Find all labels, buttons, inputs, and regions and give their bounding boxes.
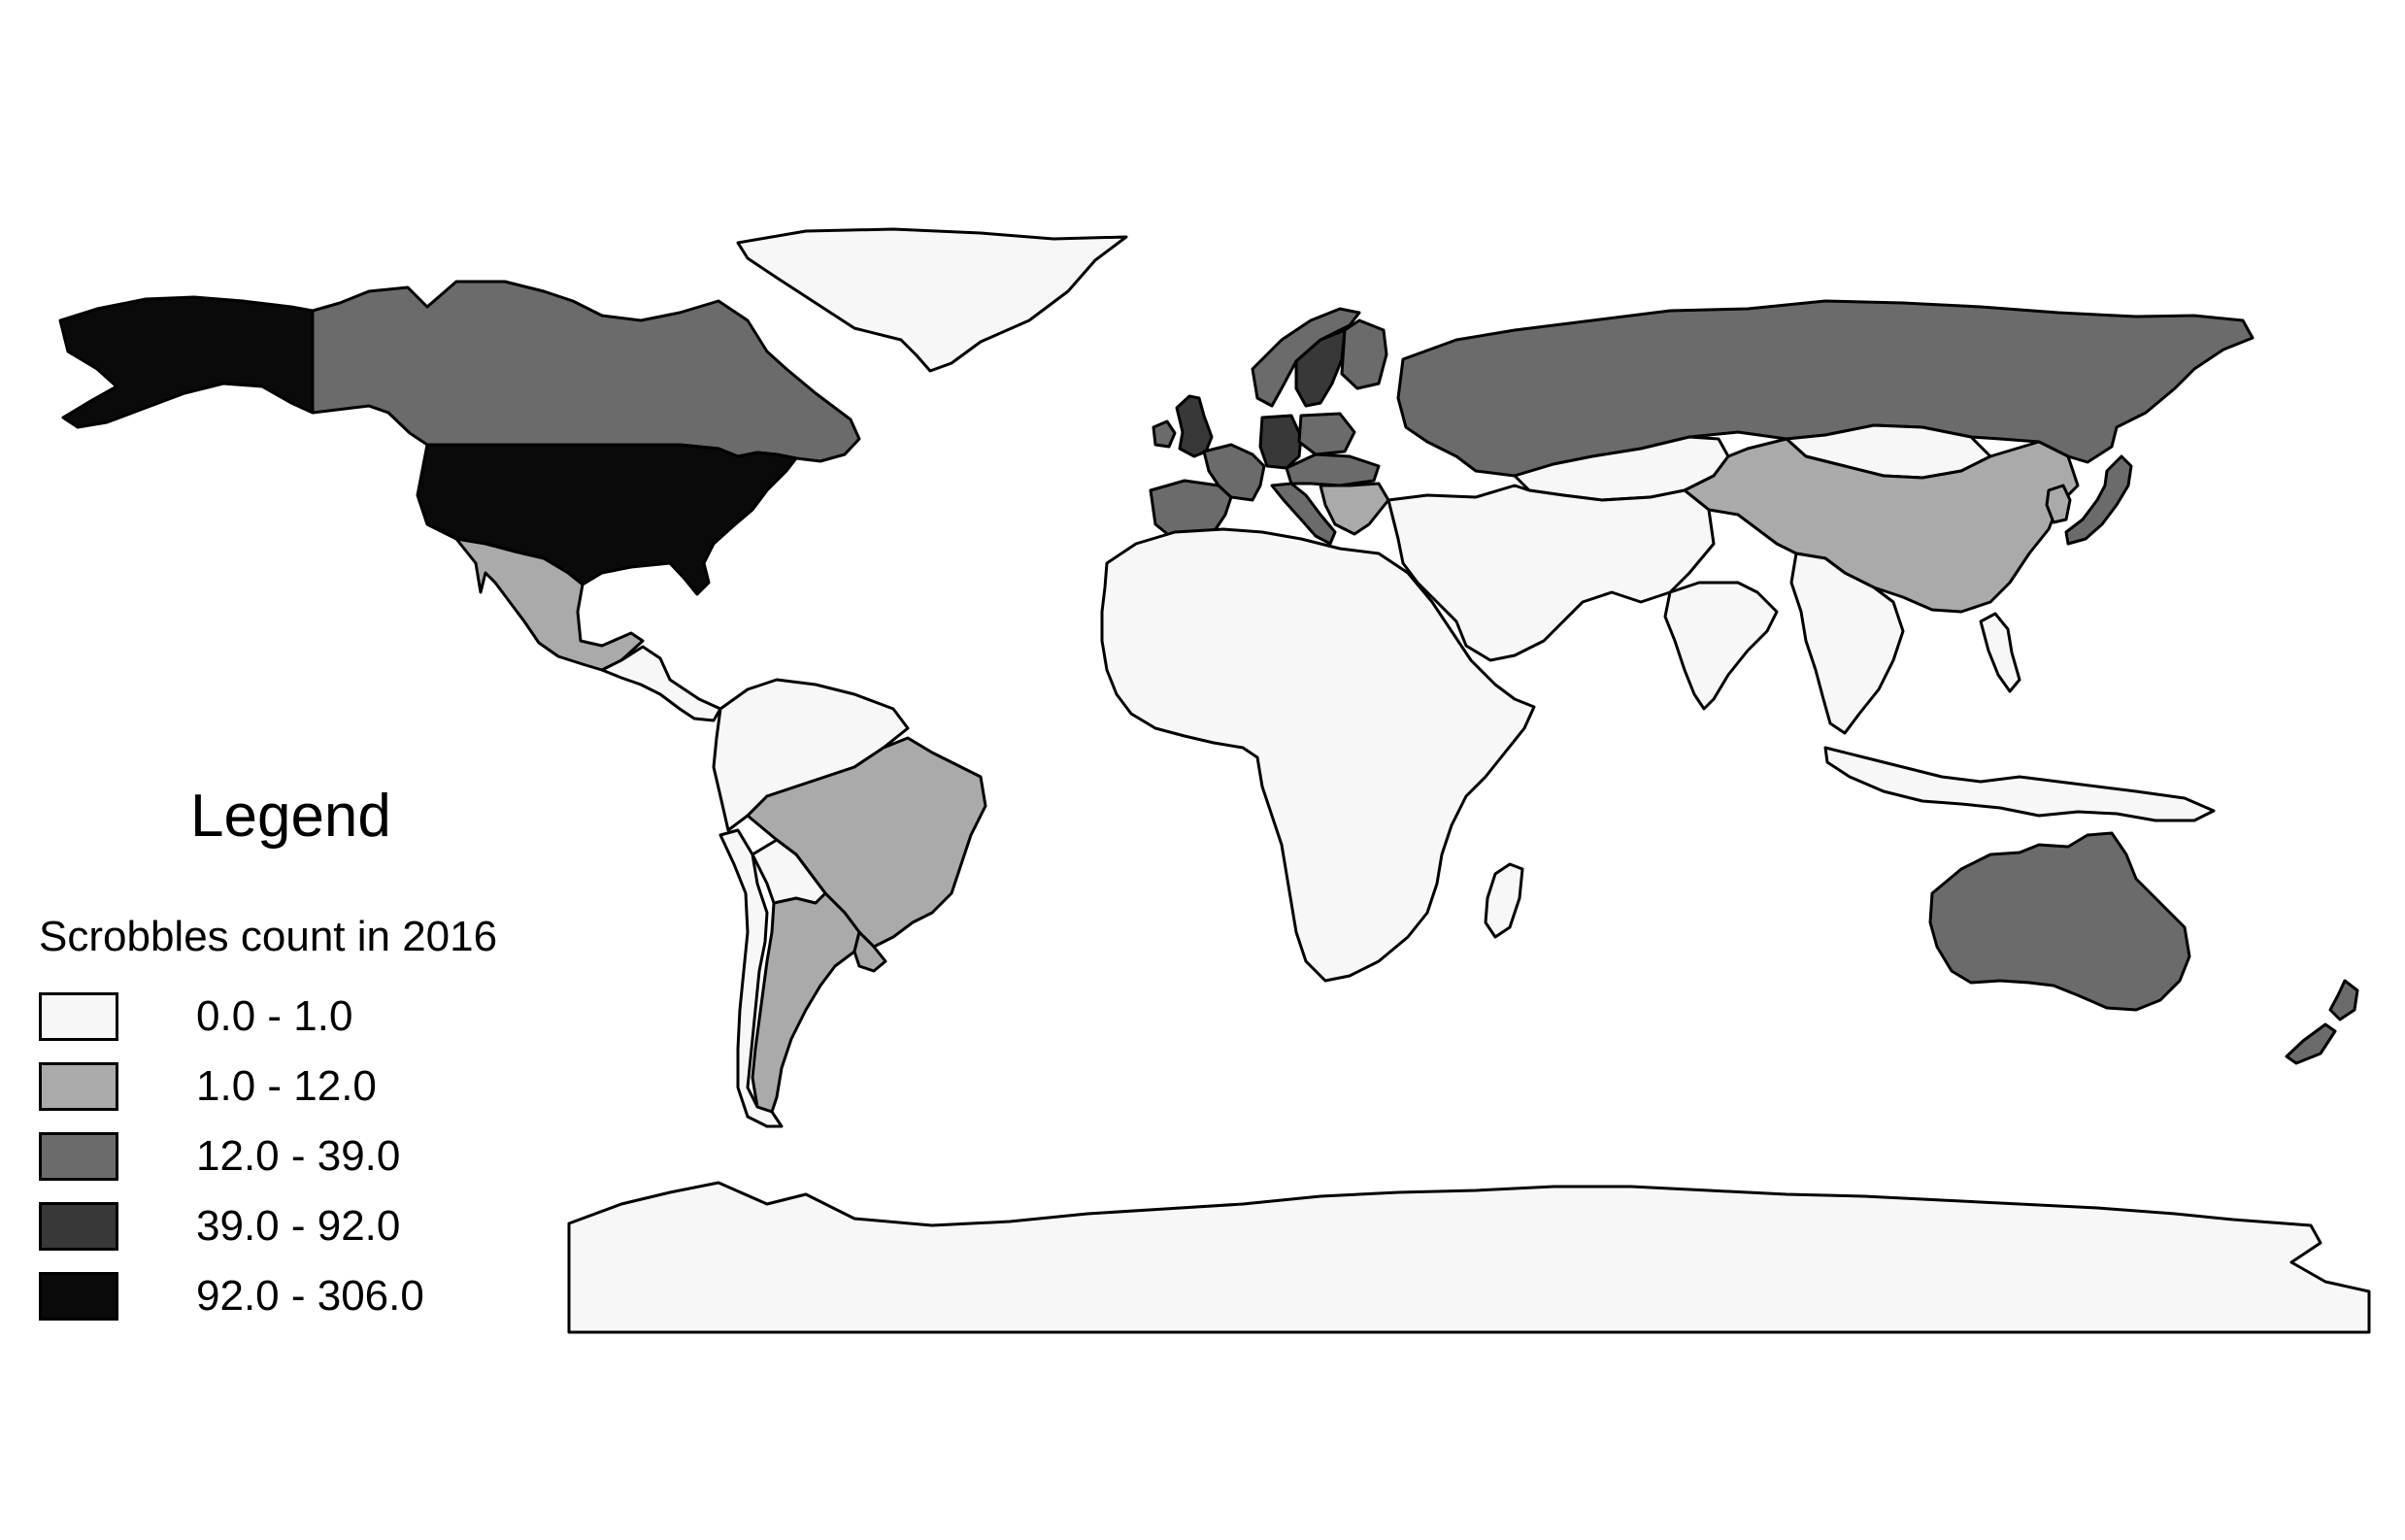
region-italy bbox=[1270, 482, 1337, 546]
legend-item: 0.0 - 1.0 bbox=[39, 990, 352, 1043]
legend-swatch bbox=[39, 992, 118, 1041]
region-sweden bbox=[1294, 328, 1347, 408]
region-korea bbox=[2045, 484, 2072, 524]
region-india bbox=[1663, 581, 1779, 711]
legend-swatch bbox=[39, 1272, 118, 1321]
region-japan bbox=[2064, 454, 2133, 546]
region-australia bbox=[1928, 831, 2191, 1012]
legend-item: 12.0 - 39.0 bbox=[39, 1130, 400, 1183]
region-alaska bbox=[58, 295, 315, 429]
region-germany bbox=[1258, 414, 1303, 470]
legend-label: 39.0 - 92.0 bbox=[196, 1202, 401, 1250]
region-southeast-asia bbox=[1789, 552, 1905, 735]
region-philippines bbox=[1979, 612, 2021, 693]
region-greenland bbox=[736, 227, 1128, 373]
region-united-kingdom bbox=[1175, 394, 1214, 458]
legend-label: 0.0 - 1.0 bbox=[196, 992, 353, 1040]
region-indonesia bbox=[1823, 746, 2216, 822]
region-iberia bbox=[1149, 479, 1233, 541]
legend-swatch bbox=[39, 1202, 118, 1251]
region-paraguay-and-bolivia bbox=[751, 838, 827, 905]
legend-item: 39.0 - 92.0 bbox=[39, 1200, 400, 1253]
region-ireland bbox=[1152, 419, 1177, 449]
region-antarctica bbox=[567, 1181, 2371, 1334]
region-united-states bbox=[416, 443, 798, 596]
region-finland bbox=[1340, 318, 1388, 390]
region-canada bbox=[311, 280, 861, 463]
legend-item: 1.0 - 12.0 bbox=[39, 1060, 377, 1113]
region-africa bbox=[1100, 527, 1536, 983]
region-central-europe bbox=[1285, 452, 1381, 487]
map-regions bbox=[58, 227, 2371, 1334]
legend-label: 1.0 - 12.0 bbox=[196, 1062, 377, 1110]
region-uruguay bbox=[852, 930, 887, 973]
region-argentina bbox=[751, 853, 861, 1114]
region-chile bbox=[718, 828, 784, 1128]
legend-title: Legend bbox=[190, 783, 391, 850]
legend-label: 92.0 - 306.0 bbox=[196, 1272, 424, 1320]
legend-item: 92.0 - 306.0 bbox=[39, 1270, 424, 1322]
region-middle-east-and-central-asia bbox=[1386, 484, 1716, 662]
region-balkans bbox=[1319, 482, 1390, 536]
region-new-zealand bbox=[2285, 979, 2359, 1065]
legend-subtitle: Scrobbles count in 2016 bbox=[39, 913, 498, 960]
region-poland bbox=[1297, 412, 1356, 456]
legend-swatch bbox=[39, 1132, 118, 1181]
legend-swatch bbox=[39, 1062, 118, 1111]
legend-label: 12.0 - 39.0 bbox=[196, 1132, 401, 1180]
region-madagascar bbox=[1484, 862, 1524, 939]
region-france bbox=[1202, 443, 1266, 502]
